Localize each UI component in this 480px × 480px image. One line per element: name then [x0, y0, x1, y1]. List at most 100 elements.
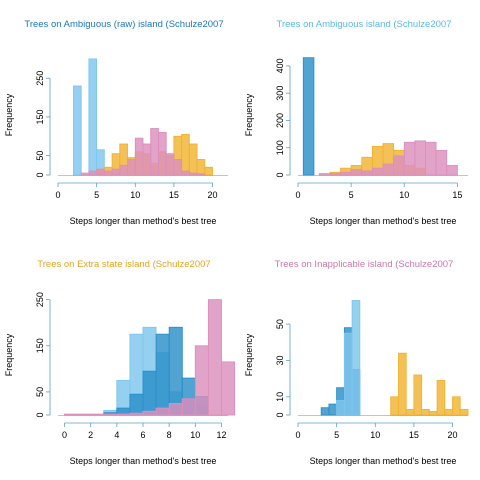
- bar-pink-1: [88, 170, 98, 176]
- bar-pink-0: [64, 413, 79, 416]
- bar-pink-6: [127, 159, 136, 176]
- panel-3: Trees on Extra state island (Schulze2007…: [4, 259, 236, 466]
- bar-orange-5: [428, 410, 438, 416]
- x-tick-label: 0: [295, 190, 300, 200]
- x-tick-label: 0: [55, 190, 60, 200]
- bar-pink-9: [150, 128, 159, 176]
- y-tick-label: 400: [275, 58, 285, 73]
- x-tick-label: 20: [448, 430, 458, 440]
- y-axis-label: Frequency: [4, 93, 14, 136]
- x-tick-label: 2: [88, 430, 93, 440]
- bar-light_blue-1: [343, 332, 353, 416]
- y-tick-label: 50: [275, 319, 285, 329]
- bar-pink-12: [173, 159, 183, 176]
- bar-pink-0: [318, 173, 331, 176]
- bar-orange-0: [390, 396, 399, 416]
- bar-pink-8: [403, 141, 416, 176]
- x-tick-label: 10: [190, 430, 200, 440]
- bar-pink-5: [119, 164, 128, 176]
- bar-dark_blue-1: [328, 403, 338, 416]
- bar-pink-10: [425, 141, 437, 176]
- bar-pink-0: [80, 172, 90, 176]
- y-tick-label: 50: [35, 151, 45, 161]
- panel-2: Trees on Ambiguous island (Schulze2007 0 5…: [244, 19, 468, 226]
- y-tick-label: 10: [275, 392, 285, 402]
- bar-pink-10: [194, 345, 209, 416]
- bar-pink-14: [188, 172, 198, 176]
- x-axis-label: Steps longer than method's best tree: [310, 216, 457, 226]
- x-tick-label: 15: [409, 430, 419, 440]
- y-tick-label: 30: [275, 355, 285, 365]
- bar-light_blue-1: [88, 58, 98, 176]
- x-tick-label: 8: [167, 430, 172, 440]
- y-tick-label: 150: [35, 338, 45, 353]
- bar-pink-8: [142, 143, 152, 176]
- x-tick-label: 15: [169, 190, 179, 200]
- bar-orange-3: [413, 374, 423, 416]
- bar-pink-10: [158, 131, 167, 176]
- bar-pink-3: [350, 169, 363, 176]
- panel-1: Trees on Ambiguous (raw) island (Schulze…: [4, 19, 228, 226]
- bar-pink-7: [393, 155, 405, 176]
- bar-pink-11: [435, 150, 448, 176]
- bar-orange-12: [188, 143, 198, 176]
- panel-title: Trees on Extra state island (Schulze2007: [37, 259, 210, 270]
- bar-dark_blue-5: [168, 326, 183, 416]
- bar-orange-2: [405, 409, 415, 416]
- bar-pink-9: [181, 398, 196, 416]
- bar-pink-8: [168, 403, 183, 416]
- bar-dark_blue-4: [155, 333, 170, 416]
- x-tick-label: 10: [370, 430, 380, 440]
- x-tick-label: 10: [130, 190, 140, 200]
- bar-orange-7: [444, 409, 453, 416]
- x-tick-label: 15: [452, 190, 462, 200]
- x-tick-label: 0: [295, 430, 300, 440]
- bar-pink-2: [90, 413, 105, 416]
- bar-orange-14: [204, 166, 213, 176]
- bar-pink-5: [371, 167, 384, 176]
- x-tick-label: 0: [62, 430, 67, 440]
- x-tick-label: 20: [208, 190, 218, 200]
- y-tick-label: 0: [35, 412, 45, 417]
- bar-pink-6: [142, 410, 157, 416]
- bar-orange-8: [452, 396, 461, 416]
- bar-orange-1: [398, 352, 407, 416]
- y-axis-label: Frequency: [244, 333, 254, 376]
- y-tick-label: 150: [35, 109, 45, 124]
- y-tick-label: 250: [35, 292, 45, 307]
- bar-pink-1: [77, 413, 92, 416]
- bar-dark_blue-2: [129, 393, 144, 416]
- bar-pink-12: [221, 361, 236, 416]
- bar-pink-13: [181, 170, 190, 176]
- bar-pink-3: [103, 170, 113, 176]
- bar-pink-5: [129, 412, 144, 416]
- bar-dark_blue-0: [320, 407, 330, 416]
- y-axis-label: Frequency: [244, 93, 254, 136]
- y-tick-label: 300: [275, 86, 285, 101]
- bar-orange-4: [421, 409, 430, 416]
- bar-pink-11: [207, 299, 222, 416]
- x-tick-label: 12: [216, 430, 226, 440]
- y-axis-label: Frequency: [4, 333, 14, 376]
- panel-4: Trees on Inapplicable island (Schulze200…: [244, 259, 469, 466]
- x-tick-label: 4: [114, 430, 119, 440]
- bar-pink-9: [414, 140, 426, 176]
- x-tick-label: 5: [349, 190, 354, 200]
- x-tick-label: 5: [334, 430, 339, 440]
- bar-pink-4: [111, 168, 121, 176]
- panel-title: Trees on Inapplicable island (Schulze200…: [275, 259, 454, 270]
- x-tick-label: 6: [140, 430, 145, 440]
- x-tick-label: 5: [94, 190, 99, 200]
- bar-pink-11: [165, 153, 175, 176]
- bar-pink-4: [361, 170, 373, 176]
- bar-pink-7: [155, 407, 170, 416]
- bar-pink-2: [96, 168, 105, 176]
- bar-orange-11: [181, 133, 190, 176]
- bar-dark_blue-3: [142, 370, 157, 416]
- y-tick-label: 200: [275, 113, 285, 128]
- bar-pink-1: [329, 173, 341, 176]
- bar-pink-2: [340, 171, 352, 176]
- x-axis-label: Steps longer than method's best tree: [310, 456, 457, 466]
- bar-orange-9: [459, 409, 469, 416]
- bar-pink-15: [196, 173, 206, 176]
